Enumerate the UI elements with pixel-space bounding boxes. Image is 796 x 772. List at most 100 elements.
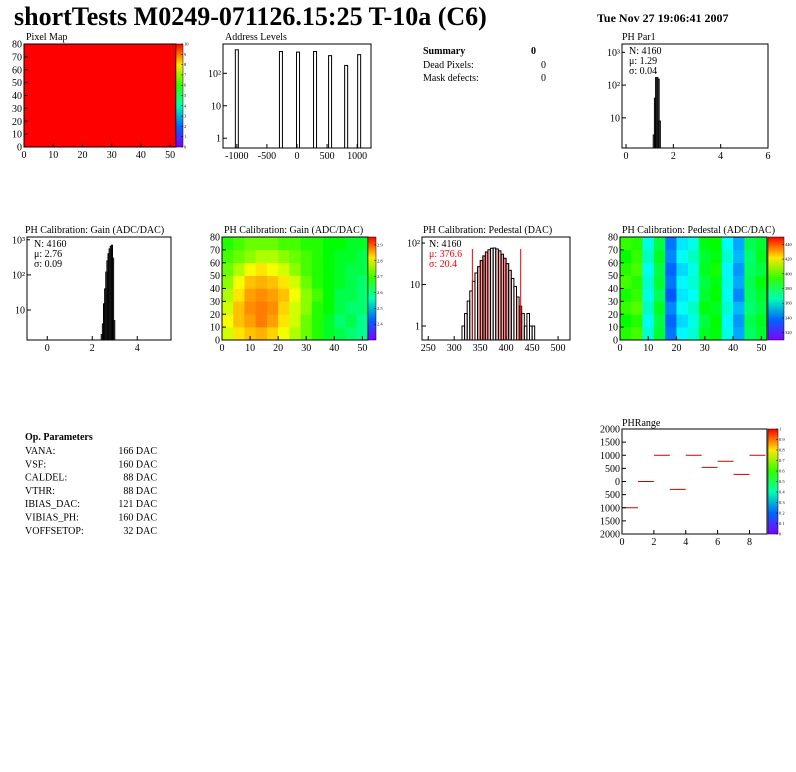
heat-cell [266,314,279,328]
heat-cell [323,301,335,315]
x-tick-label: 4 [683,537,688,548]
heat-cell [755,327,767,340]
y-tick-label: 10² [407,239,420,250]
heat-cell [721,275,734,289]
x-tick-label: 350 [473,343,488,354]
heat-cell [665,249,677,264]
z-tick-label: 400 [785,271,793,276]
heat-cell [721,288,734,302]
y-tick-label: 0 [613,336,618,347]
heat-cell [289,249,301,264]
heat-cell [665,314,677,328]
heat-cell [755,249,767,264]
heat-cell [642,301,655,315]
parameter-value: 121 DAC [118,499,157,510]
heat-cell [222,249,234,264]
frame [26,236,172,341]
x-tick-label: 2 [90,343,95,354]
z-tick-label: 0.1 [779,521,785,526]
x-tick-label: 0 [620,537,625,548]
y-tick-label: 1500 [600,516,620,527]
heat-cell [653,275,666,289]
heat-cell [733,327,745,340]
parameter-value: 166 DAC [118,446,157,457]
spike [313,50,318,148]
heat-cell [620,275,632,289]
y-tick-label: 10 [15,306,25,317]
plot-area [100,244,116,340]
summary-value: 0 [541,73,546,84]
x-tick-label: 20 [672,343,682,354]
heat-cell [300,288,313,302]
heat-cell [710,237,723,251]
y-tick-label: 10 [610,113,620,124]
heat-cell [631,275,643,289]
heat-cell [665,301,677,315]
heat-cell [244,275,256,289]
heat-cell [676,288,689,302]
y-tick-label: 10² [12,270,25,281]
z-tick-label: 2.7 [377,274,383,279]
parameter-name: VOFFSETOP: [25,526,84,537]
heat-cell [289,314,301,328]
heat-cell [255,327,268,340]
z-tick-label: 2.4 [377,322,383,327]
heat-cell [676,301,689,315]
heat-cell [300,249,313,264]
x-tick-label: 30 [301,343,311,354]
heat-cell [244,237,256,251]
heat-cell [755,314,767,328]
z-tick-label: 0 [184,145,187,150]
z-tick-label: 10 [184,42,189,47]
heat-cell [631,301,643,315]
heat-cell [311,262,324,276]
y-tick-label: 70 [12,52,22,63]
heat-cell [345,288,358,302]
heat-cell [721,249,734,264]
z-tick-label: 0.2 [779,511,785,516]
heat-cell [289,327,301,340]
page-title: shortTests M0249-071126.15:25 T-10a (C6) [14,2,487,31]
heat-cell [266,237,279,251]
heat-cell [233,301,245,315]
parameters: Op. Parameters VANA: 166 DAC VSF: 160 DAC CA… [25,432,157,537]
heat-cell [721,327,734,340]
y-tick-label: 40 [210,284,220,295]
heat-cell [710,301,723,315]
y-tick-label: 1 [216,134,221,145]
y-tick-label: 60 [12,65,22,76]
y-tick-label: 1000 [600,451,620,462]
heat-cell [323,275,335,289]
heat-cell [345,301,358,315]
heat-cell [699,327,711,340]
stats-box [625,45,667,77]
panel: PH Calibration: Gain (ADC/DAC) 0 2 4 10 10² 10… [12,225,172,354]
heat-cell [345,249,358,264]
z-tick-label: 7 [184,72,187,77]
heat-cell [710,288,723,302]
heat-cell [345,262,358,276]
y-tick-label: 0 [615,477,620,488]
z-tick-label: 0.7 [779,458,785,463]
y-tick-label: 10 [210,323,220,334]
frame [621,43,769,149]
heat-cell [345,314,358,328]
z-tick-label: 0.5 [779,479,785,484]
heat-cell [334,314,346,328]
heat-cell [699,288,711,302]
heat-cell [323,237,335,251]
heat-cell [744,237,756,251]
heat-cell [653,249,666,264]
y-tick-label: 30 [608,297,618,308]
heat-cell [300,314,313,328]
heat-cell [721,262,734,276]
heat-cell [233,262,245,276]
heat-cell [642,314,655,328]
heat-cell [653,327,666,340]
z-tick-label: 2.9 [377,242,383,247]
heat-cell [642,327,655,340]
plot-area [622,454,766,509]
z-tick-label: 8 [184,62,187,67]
z-tick-label: 1 [779,427,781,432]
